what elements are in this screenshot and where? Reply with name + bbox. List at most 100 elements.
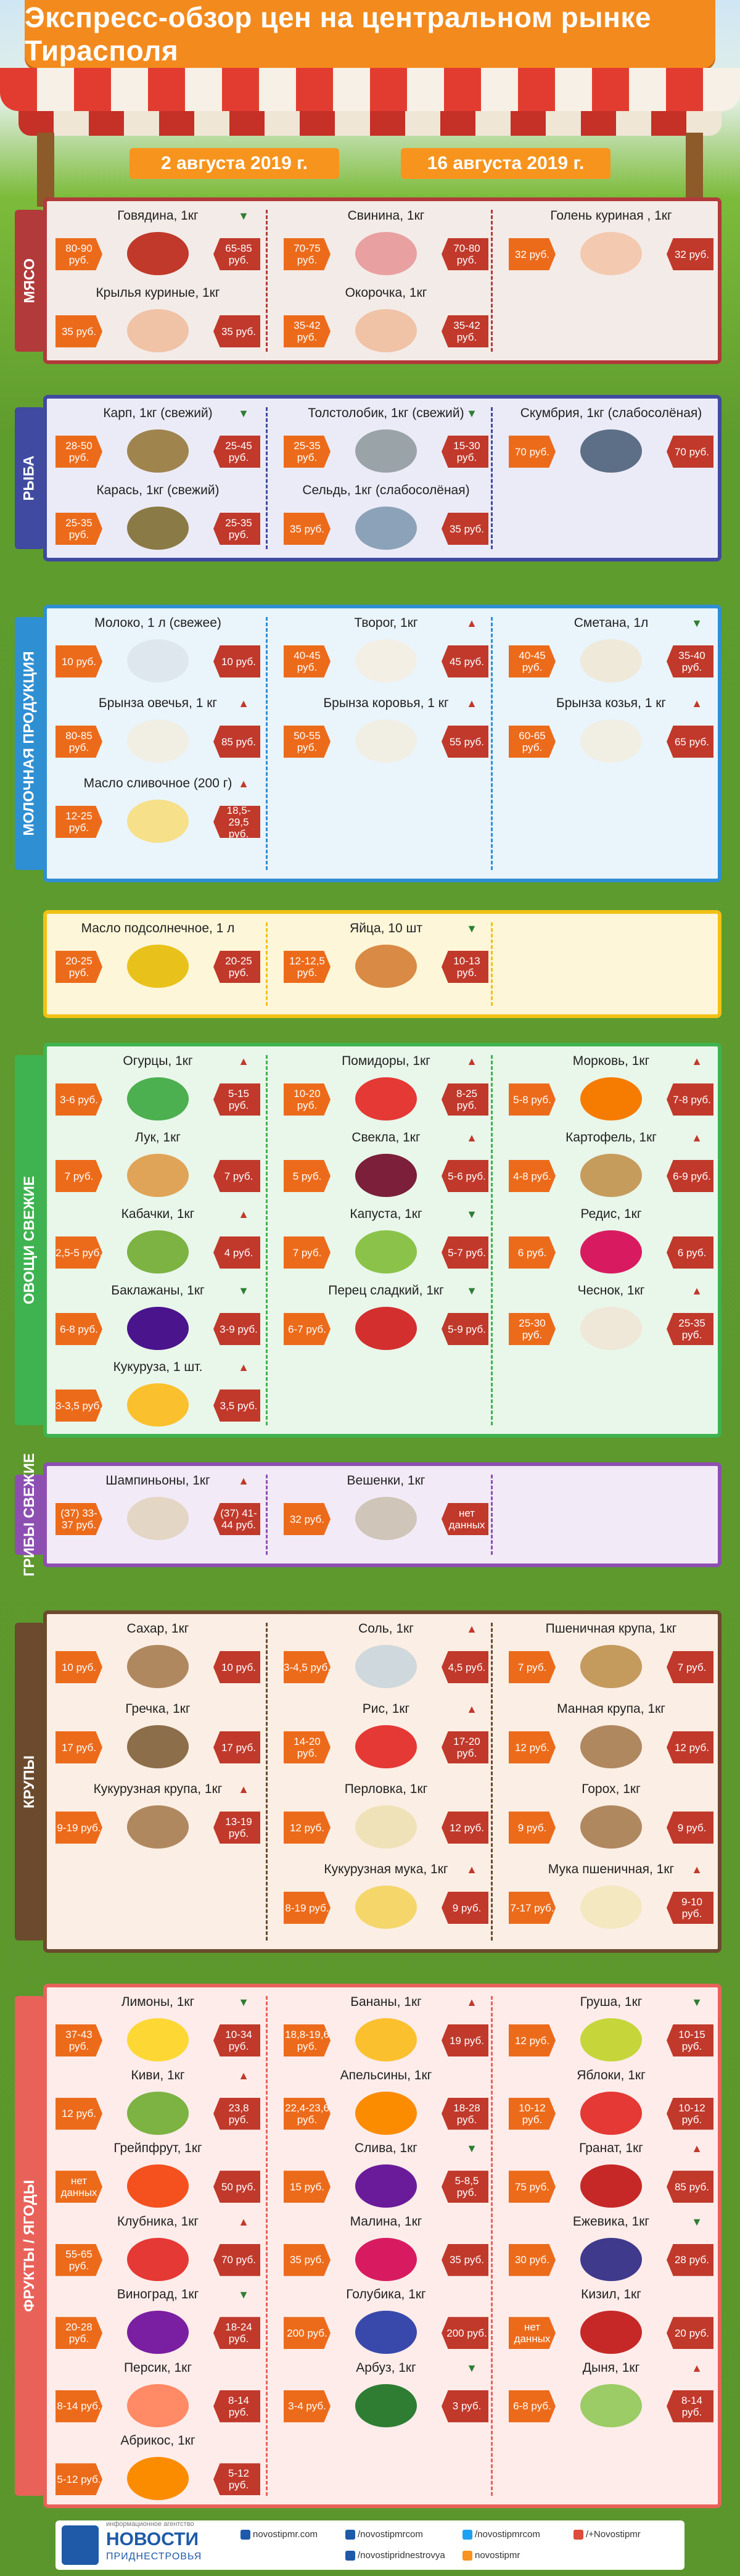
price-first-date: 50-55 руб.	[284, 726, 331, 758]
item-name: Арбуз, 1кг	[356, 2360, 416, 2375]
product-icon	[355, 2091, 417, 2135]
awning-post-left	[37, 133, 54, 207]
price-first-date: 5-12 руб.	[56, 2463, 102, 2496]
price-item: Голубика, 1кг 200 руб. 200 руб.	[281, 2286, 491, 2354]
price-second-date: 28 руб.	[667, 2243, 713, 2276]
price-second-date: 25-35 руб.	[667, 1313, 713, 1345]
product-icon	[127, 429, 189, 473]
link-ok[interactable]: novostipmr	[462, 2550, 520, 2561]
link-facebook[interactable]: /novostipmrcom	[345, 2529, 423, 2540]
price-first-date: нет данных	[56, 2171, 102, 2203]
price-item: Апельсины, 1кг 22,4-23,6 руб. 18-28 руб.	[281, 2067, 491, 2135]
price-item: Яблоки, 1кг 10-12 руб. 10-12 руб.	[506, 2067, 716, 2135]
price-second-date: 3-9 руб.	[213, 1313, 260, 1345]
link-site[interactable]: novostipmr.com	[240, 2529, 318, 2540]
item-name: Сметана, 1л	[574, 616, 649, 630]
awning-stripes-lower	[18, 111, 722, 136]
gplus-icon	[574, 2530, 583, 2540]
price-item: Клубника, 1кг 55-65 руб. 70 руб. ▲	[53, 2213, 263, 2281]
item-name: Капуста, 1кг	[350, 1207, 422, 1221]
section-5: Шампиньоны, 1кг (37) 33-37 руб. (37) 41-44…	[43, 1462, 722, 1567]
date-second: 16 августа 2019 г.	[401, 148, 610, 179]
product-icon	[355, 2164, 417, 2208]
price-second-date: 23,8 руб.	[213, 2097, 260, 2130]
trend-up-icon: ▲	[466, 1132, 477, 1144]
price-first-date: 10 руб.	[56, 1651, 102, 1683]
price-second-date: 9 руб.	[442, 1892, 488, 1924]
price-item: Слива, 1кг 15 руб. 5-8,5 руб. ▼	[281, 2140, 491, 2208]
price-first-date: 40-45 руб.	[509, 645, 556, 677]
trend-up-icon: ▲	[691, 1055, 702, 1067]
brand-logo: информационное агентство НОВОСТИ ПРИДНЕС…	[56, 2520, 228, 2570]
price-second-date: 17-20 руб.	[442, 1731, 488, 1763]
price-first-date: 2,5-5 руб.	[56, 1236, 102, 1269]
price-second-date: 10-15 руб.	[667, 2024, 713, 2056]
section-label: МОЛОЧНАЯ ПРОДУКЦИЯ	[21, 651, 38, 836]
price-first-date: 15 руб.	[284, 2171, 331, 2203]
price-item: Карп, 1кг (свежий) 28-50 руб. 25-45 руб. ▼	[53, 405, 263, 473]
column-divider	[266, 210, 268, 352]
trend-up-icon: ▲	[238, 2215, 249, 2228]
column-divider	[266, 1623, 268, 1940]
price-item: Картофель, 1кг 4-8 руб. 6-9 руб. ▲	[506, 1129, 716, 1197]
link-site-text: novostipmr.com	[253, 2529, 318, 2540]
item-name: Соль, 1кг	[358, 1621, 414, 1636]
price-second-date: 10-13 руб.	[442, 951, 488, 983]
price-first-date: 40-45 руб.	[284, 645, 331, 677]
price-second-date: 20 руб.	[667, 2317, 713, 2350]
column-divider	[491, 210, 493, 352]
section-4: Огурцы, 1кг 3-6 руб. 5-15 руб. ▲ Помидоры, 1…	[43, 1043, 722, 1438]
price-second-date: 20-25 руб.	[213, 951, 260, 983]
item-name: Масло сливочное (200 г)	[83, 776, 232, 790]
item-name: Апельсины, 1кг	[340, 2068, 432, 2082]
product-icon	[580, 2237, 642, 2281]
price-item: Скумбрия, 1кг (слабосолёная) 70 руб. 70 ру…	[506, 405, 716, 473]
item-name: Карп, 1кг (свежий)	[103, 406, 213, 420]
price-item: Соль, 1кг 3-4,5 руб. 4,5 руб. ▲	[281, 1620, 491, 1688]
column-divider	[266, 617, 268, 870]
price-first-date: 18,8-19,6 руб.	[284, 2024, 331, 2056]
price-first-date: 12 руб.	[284, 1812, 331, 1844]
item-name: Малина, 1кг	[350, 2214, 422, 2229]
link-twitter[interactable]: /novostipmrcom	[462, 2529, 540, 2540]
price-first-date: 8-14 руб.	[56, 2390, 102, 2422]
price-second-date: 5-15 руб.	[213, 1083, 260, 1116]
product-icon	[355, 945, 417, 988]
facebook-icon	[345, 2530, 355, 2540]
price-first-date: 12-12,5 руб.	[284, 951, 331, 983]
item-name: Гранат, 1кг	[579, 2141, 643, 2156]
trend-up-icon: ▲	[238, 1055, 249, 1067]
trend-up-icon: ▲	[691, 1285, 702, 1297]
price-second-date: 5-6 руб.	[442, 1160, 488, 1192]
trend-up-icon: ▲	[691, 1132, 702, 1144]
price-first-date: 3-3,5 руб.	[56, 1389, 102, 1422]
price-first-date: 7 руб.	[284, 1236, 331, 1269]
product-icon	[355, 2018, 417, 2061]
product-icon	[355, 2383, 417, 2427]
price-second-date: 10-12 руб.	[667, 2097, 713, 2130]
price-first-date: 35-42 руб.	[284, 315, 331, 347]
item-name: Манная крупа, 1кг	[557, 1702, 665, 1716]
item-name: Рис, 1кг	[362, 1702, 410, 1716]
item-name: Перец сладкий, 1кг	[328, 1283, 444, 1298]
section-7: Лимоны, 1кг 37-43 руб. 10-34 руб. ▼ Бананы, …	[43, 1984, 722, 2508]
item-name: Дыня, 1кг	[582, 2360, 640, 2375]
product-icon	[127, 1805, 189, 1849]
link-gplus[interactable]: /+Novostipmr	[574, 2529, 641, 2540]
link-vk[interactable]: /novostipridnestrovya	[345, 2550, 445, 2561]
price-second-date: 32 руб.	[667, 238, 713, 270]
price-first-date: 5 руб.	[284, 1160, 331, 1192]
item-name: Скумбрия, 1кг (слабосолёная)	[520, 406, 702, 420]
product-icon	[355, 2311, 417, 2354]
product-icon	[127, 1307, 189, 1350]
product-icon	[127, 945, 189, 988]
price-item: Сельдь, 1кг (слабосолёная) 35 руб. 35 руб.	[281, 482, 491, 550]
product-icon	[127, 1230, 189, 1274]
product-icon	[580, 2164, 642, 2208]
product-icon	[127, 2091, 189, 2135]
price-second-date: 6 руб.	[667, 1236, 713, 1269]
trend-up-icon: ▲	[238, 1475, 249, 1487]
trend-up-icon: ▲	[238, 777, 249, 790]
price-second-date: 45 руб.	[442, 645, 488, 677]
price-first-date: 12 руб.	[509, 2024, 556, 2056]
